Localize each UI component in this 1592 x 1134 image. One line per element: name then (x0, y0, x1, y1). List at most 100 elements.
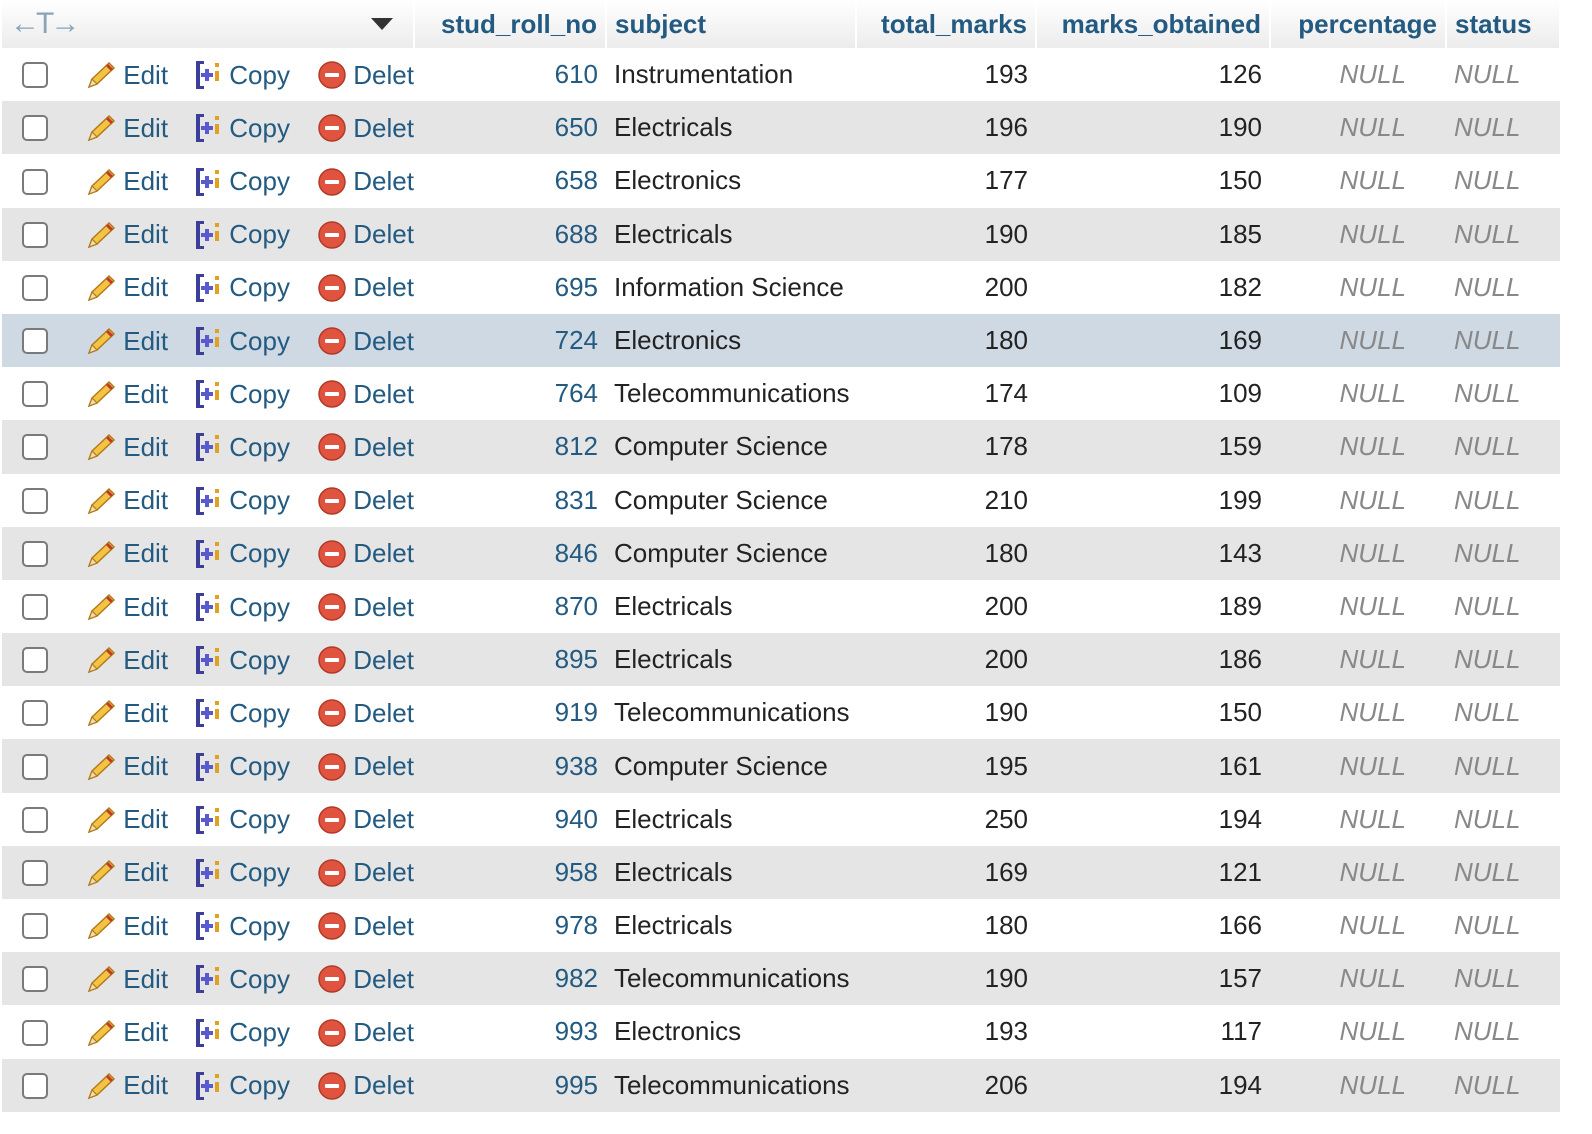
copy-button[interactable]: Copy (193, 431, 290, 463)
cell-marks-obtained[interactable]: 157 (1218, 963, 1262, 994)
cell-marks-obtained[interactable]: 169 (1218, 325, 1262, 356)
cell-percentage[interactable]: NULL (1339, 325, 1406, 356)
cell-status[interactable]: NULL (1454, 590, 1521, 621)
edit-button[interactable]: Edit (85, 432, 168, 463)
cell-marks-obtained[interactable]: 126 (1218, 59, 1262, 90)
edit-button[interactable]: Edit (85, 592, 168, 623)
edit-button[interactable]: Edit (85, 272, 168, 303)
cell-percentage[interactable]: NULL (1339, 750, 1406, 781)
cell-total-marks[interactable]: 210 (984, 484, 1028, 515)
cell-percentage[interactable]: NULL (1339, 165, 1406, 196)
delete-button[interactable]: Delete (317, 60, 414, 91)
row-checkbox[interactable] (22, 221, 48, 248)
cell-stud-roll-no[interactable]: 982 (554, 963, 598, 994)
cell-marks-obtained[interactable]: 161 (1218, 750, 1262, 781)
copy-button[interactable]: Copy (193, 112, 290, 144)
cell-percentage[interactable]: NULL (1339, 697, 1406, 728)
copy-button[interactable]: Copy (193, 59, 290, 91)
delete-button[interactable]: Delete (317, 964, 414, 995)
cell-subject[interactable]: Computer Science (614, 750, 828, 781)
edit-button[interactable]: Edit (85, 379, 168, 410)
column-resize-arrows-icon[interactable]: ←T→ (10, 7, 80, 40)
cell-marks-obtained[interactable]: 159 (1218, 431, 1262, 462)
delete-button[interactable]: Delete (317, 166, 414, 197)
edit-button[interactable]: Edit (85, 219, 168, 250)
cell-subject[interactable]: Electronics (614, 325, 742, 356)
cell-total-marks[interactable]: 190 (984, 963, 1028, 994)
cell-marks-obtained[interactable]: 182 (1218, 271, 1262, 302)
row-checkbox[interactable] (22, 434, 48, 461)
cell-subject[interactable]: Computer Science (614, 537, 828, 568)
copy-button[interactable]: Copy (193, 591, 290, 623)
cell-stud-roll-no[interactable]: 958 (554, 856, 598, 887)
delete-button[interactable]: Delete (317, 538, 414, 569)
cell-percentage[interactable]: NULL (1339, 590, 1406, 621)
cell-subject[interactable]: Electricals (614, 218, 733, 249)
cell-marks-obtained[interactable]: 194 (1218, 803, 1262, 834)
edit-button[interactable]: Edit (85, 538, 168, 569)
cell-subject[interactable]: Electricals (614, 644, 733, 675)
cell-total-marks[interactable]: 180 (984, 325, 1028, 356)
cell-subject[interactable]: Electricals (614, 803, 733, 834)
copy-button[interactable]: Copy (193, 751, 290, 783)
cell-stud-roll-no[interactable]: 940 (554, 803, 598, 834)
column-header-percentage[interactable]: percentage (1270, 0, 1447, 48)
cell-percentage[interactable]: NULL (1339, 1069, 1406, 1100)
cell-stud-roll-no[interactable]: 978 (554, 910, 598, 941)
cell-marks-obtained[interactable]: 194 (1218, 1069, 1262, 1100)
cell-status[interactable]: NULL (1454, 484, 1521, 515)
cell-marks-obtained[interactable]: 150 (1218, 165, 1262, 196)
cell-percentage[interactable]: NULL (1339, 644, 1406, 675)
column-header-stud-roll-no[interactable]: stud_roll_no (414, 0, 607, 48)
copy-button[interactable]: Copy (193, 1070, 290, 1102)
cell-total-marks[interactable]: 195 (984, 750, 1028, 781)
cell-subject[interactable]: Electricals (614, 910, 733, 941)
cell-percentage[interactable]: NULL (1339, 803, 1406, 834)
cell-status[interactable]: NULL (1454, 59, 1521, 90)
edit-button[interactable]: Edit (85, 1070, 168, 1101)
cell-stud-roll-no[interactable]: 812 (554, 431, 598, 462)
copy-button[interactable]: Copy (193, 272, 290, 304)
cell-status[interactable]: NULL (1454, 963, 1521, 994)
cell-status[interactable]: NULL (1454, 112, 1521, 143)
delete-button[interactable]: Delete (317, 804, 414, 835)
cell-subject[interactable]: Telecommunications (614, 963, 850, 994)
cell-subject[interactable]: Computer Science (614, 431, 828, 462)
cell-marks-obtained[interactable]: 190 (1218, 112, 1262, 143)
row-checkbox[interactable] (22, 594, 48, 621)
row-checkbox[interactable] (22, 753, 48, 780)
edit-button[interactable]: Edit (85, 911, 168, 942)
copy-button[interactable]: Copy (193, 1017, 290, 1049)
cell-total-marks[interactable]: 196 (984, 112, 1028, 143)
column-header-total-marks[interactable]: total_marks (856, 0, 1037, 48)
column-header-status[interactable]: status (1446, 0, 1561, 48)
row-checkbox[interactable] (22, 966, 48, 993)
cell-status[interactable]: NULL (1454, 165, 1521, 196)
column-options-header[interactable]: ←T→ (2, 0, 415, 48)
cell-stud-roll-no[interactable]: 919 (554, 697, 598, 728)
cell-status[interactable]: NULL (1454, 856, 1521, 887)
row-checkbox[interactable] (22, 115, 48, 142)
cell-marks-obtained[interactable]: 121 (1218, 856, 1262, 887)
copy-button[interactable]: Copy (193, 644, 290, 676)
cell-subject[interactable]: Telecommunications (614, 378, 850, 409)
cell-stud-roll-no[interactable]: 650 (554, 112, 598, 143)
delete-button[interactable]: Delete (317, 751, 414, 782)
copy-button[interactable]: Copy (193, 538, 290, 570)
cell-marks-obtained[interactable]: 189 (1218, 590, 1262, 621)
cell-subject[interactable]: Electricals (614, 590, 733, 621)
cell-marks-obtained[interactable]: 117 (1220, 1016, 1262, 1047)
cell-stud-roll-no[interactable]: 610 (554, 59, 598, 90)
row-checkbox[interactable] (22, 806, 48, 833)
cell-subject[interactable]: Instrumentation (614, 59, 794, 90)
edit-button[interactable]: Edit (85, 60, 168, 91)
cell-subject[interactable]: Computer Science (614, 484, 828, 515)
copy-button[interactable]: Copy (193, 963, 290, 995)
cell-stud-roll-no[interactable]: 995 (554, 1069, 598, 1100)
cell-total-marks[interactable]: 206 (984, 1069, 1028, 1100)
copy-button[interactable]: Copy (193, 857, 290, 889)
cell-total-marks[interactable]: 180 (984, 910, 1028, 941)
edit-button[interactable]: Edit (85, 804, 168, 835)
cell-status[interactable]: NULL (1454, 431, 1521, 462)
cell-total-marks[interactable]: 200 (984, 644, 1028, 675)
